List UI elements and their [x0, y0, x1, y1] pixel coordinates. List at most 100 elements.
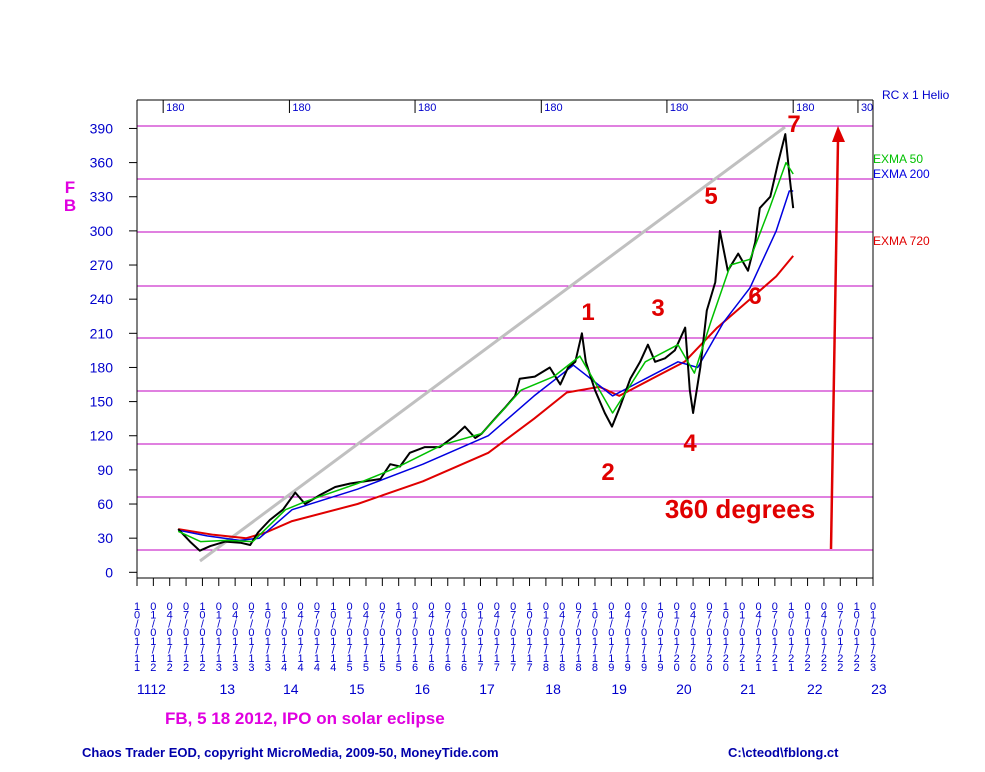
x-tick-label: 0 4/0 1/1 7 — [494, 601, 500, 674]
x-tick-label: 1 0/0 1/1 2 — [199, 601, 205, 674]
annotation: 6 — [748, 283, 761, 310]
y-tick-label: 240 — [90, 291, 114, 307]
x-tick-label: 1 0/0 1/1 5 — [396, 601, 402, 674]
arrow-shaft — [829, 139, 840, 550]
y-tick-label: 300 — [90, 223, 114, 239]
year-label: 1112 — [137, 681, 166, 697]
y-tick-label: 330 — [90, 189, 114, 205]
x-tick-label: 0 1/0 1/2 1 — [739, 601, 745, 674]
x-tick-label: 0 7/0 1/2 2 — [837, 601, 843, 674]
year-label: 14 — [283, 681, 299, 697]
year-label: 18 — [545, 681, 561, 697]
annotation: 4 — [683, 430, 697, 457]
x-tick-label: 0 7/0 1/2 0 — [706, 601, 712, 674]
y-tick-label: 120 — [90, 428, 114, 444]
x-tick-label: 0 7/0 1/1 6 — [445, 601, 451, 674]
legend-label: EXMA 200 — [873, 167, 930, 181]
plot — [177, 133, 795, 552]
top-tick-label: 180 — [418, 102, 436, 114]
x-tick-label: 0 1/0 1/1 2 — [150, 601, 156, 674]
y-tick-label: 210 — [90, 325, 114, 341]
x-tick-label: 1 0/0 1/1 4 — [330, 601, 336, 674]
guide-lines — [137, 125, 873, 551]
year-label: 16 — [414, 681, 430, 697]
x-tick-label: 0 1/0 1/1 7 — [477, 601, 483, 674]
annotation: 1 — [581, 299, 594, 326]
x-tick-label: 0 1/0 1/1 6 — [412, 601, 418, 674]
x-tick-label: 1 0/0 1/1 7 — [526, 601, 532, 674]
x-tick-label: 0 4/0 1/1 4 — [297, 601, 303, 674]
x-tick-label: 1 0/0 1/2 0 — [723, 601, 729, 674]
top-tick-label: 180 — [292, 102, 310, 114]
year-label: 17 — [479, 681, 495, 697]
top-tick-label: 180 — [670, 102, 688, 114]
arrow-head — [832, 126, 845, 142]
legend-label: EXMA 50 — [873, 152, 923, 166]
x-tick-label: 0 7/0 1/2 1 — [772, 601, 778, 674]
annotation: 3 — [651, 295, 664, 322]
x-tick-label: 1 0/0 1/1 8 — [592, 601, 598, 674]
x-tick-label: 0 1/0 1/2 3 — [870, 601, 876, 674]
y-tick-label: 180 — [90, 359, 114, 375]
corner-label: RC x 1 Helio — [882, 88, 950, 102]
footer-left: Chaos Trader EOD, copyright MicroMedia, … — [82, 745, 499, 760]
y-tick-label: 150 — [90, 394, 114, 410]
arrow — [829, 126, 845, 550]
x-tick-label: 1 0/0 1/1 6 — [461, 601, 467, 674]
top-tick-label: 180 — [544, 102, 562, 114]
x-tick-label: 0 1/0 1/1 5 — [347, 601, 353, 674]
year-label: 19 — [611, 681, 627, 697]
x-tick-label: 0 4/0 1/1 8 — [559, 601, 565, 674]
top-tick-label: 30 — [861, 102, 873, 114]
year-label: 15 — [349, 681, 365, 697]
x-tick-label: 0 1/0 1/2 2 — [805, 601, 811, 674]
y-tick-label: 270 — [90, 257, 114, 273]
x-tick-label: 1 0/0 1/1 9 — [657, 601, 663, 674]
x-tick-label: 1 0/0 1/2 1 — [788, 601, 794, 674]
x-tick-label: 0 4/0 1/2 1 — [755, 601, 761, 674]
ma-line — [177, 161, 794, 543]
annotation: 5 — [704, 183, 717, 210]
x-tick-label: 0 1/0 1/1 8 — [543, 601, 549, 674]
x-tick-label: 0 1/0 1/1 9 — [608, 601, 614, 674]
year-label: 21 — [740, 681, 756, 697]
x-tick-label: 0 4/0 1/1 2 — [167, 601, 173, 674]
x-tick-label: 0 4/0 1/1 6 — [428, 601, 434, 674]
annotation: 2 — [601, 459, 614, 486]
x-tick-label: 0 4/0 1/2 0 — [690, 601, 696, 674]
x-tick-label: 0 7/0 1/1 8 — [576, 601, 582, 674]
x-tick-label: 1 0/0 1/1 1 — [134, 601, 140, 674]
y-tick-label: 60 — [97, 496, 113, 512]
y-tick-label: 390 — [90, 120, 114, 136]
trend-line — [199, 125, 786, 563]
legend-label: EXMA 720 — [873, 234, 930, 248]
x-tick-label: 1 0/0 1/2 2 — [854, 601, 860, 674]
top-tick-label: 180 — [796, 102, 814, 114]
year-label: 13 — [219, 681, 235, 697]
x-tick-label: 0 7/0 1/1 4 — [314, 601, 320, 674]
x-tick-label: 0 1/0 1/2 0 — [674, 601, 680, 674]
top-tick-label: 180 — [166, 102, 184, 114]
x-tick-label: 0 4/0 1/2 2 — [821, 601, 827, 674]
annotation: 360 degrees — [665, 494, 815, 524]
annotation: 7 — [787, 111, 800, 138]
y-tick-label: 30 — [97, 530, 113, 546]
x-tick-label: 0 1/0 1/1 4 — [281, 601, 287, 674]
x-tick-label: 0 4/0 1/1 5 — [363, 601, 369, 674]
year-label: 20 — [676, 681, 692, 697]
x-tick-label: 0 7/0 1/1 7 — [510, 601, 516, 674]
ma-line — [178, 190, 794, 542]
y-tick-label: 90 — [97, 462, 113, 478]
x-tick-label: 0 7/0 1/1 9 — [641, 601, 647, 674]
x-tick-label: 0 4/0 1/1 9 — [625, 601, 631, 674]
x-tick-label: 0 1/0 1/1 3 — [216, 601, 222, 674]
y-tick-label: 360 — [90, 155, 114, 171]
frame — [136, 99, 874, 579]
y-tick-label: 0 — [105, 564, 113, 580]
x-tick-label: 1 0/0 1/1 3 — [265, 601, 271, 674]
x-tick-label: 0 7/0 1/1 2 — [183, 601, 189, 674]
